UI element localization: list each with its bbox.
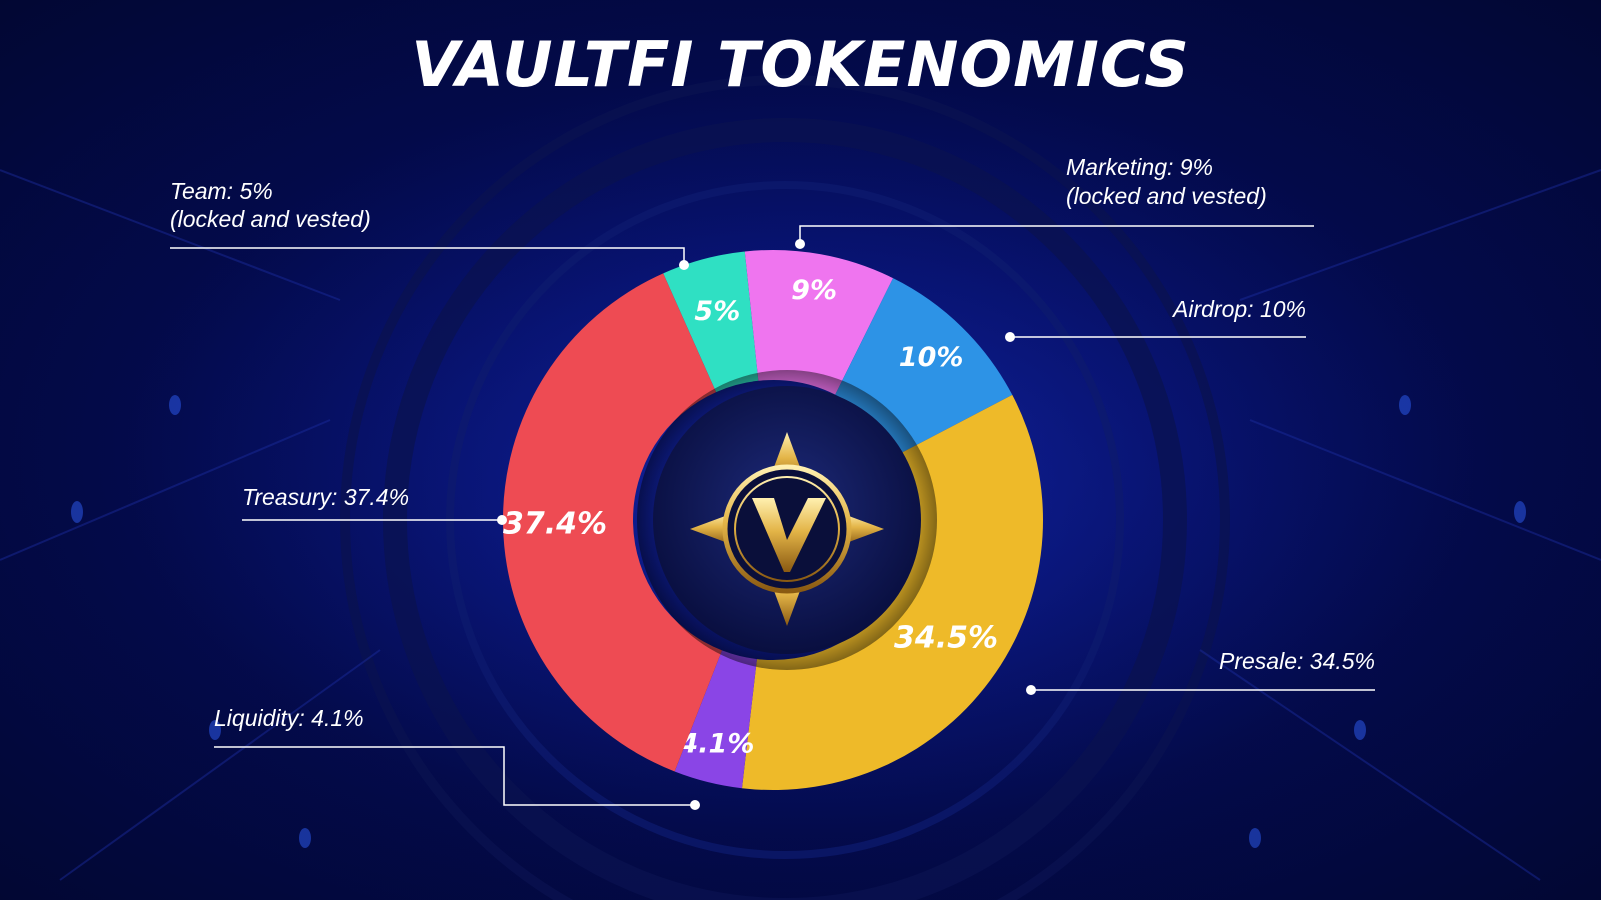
vaultfi-v-compass-icon xyxy=(690,432,884,626)
data-label-treasury: 37.4% xyxy=(503,507,607,542)
leader-dot-airdrop xyxy=(1005,332,1015,342)
callout-labels: Team: 5%(locked and vested)Marketing: 9%… xyxy=(170,154,1375,810)
donut-slices: 5% 9% 10% 34.5% 4.1% 37.4% xyxy=(502,250,1043,790)
slice-team xyxy=(663,251,759,393)
leader-line-liquidity xyxy=(214,746,695,806)
leader-dot-presale xyxy=(1026,685,1036,695)
callout-label-liquidity: Liquidity: 4.1% xyxy=(214,705,364,731)
leader-dot-liquidity xyxy=(690,800,700,810)
slice-marketing xyxy=(744,250,894,395)
leader-dot-team xyxy=(679,260,689,270)
data-label-airdrop: 10% xyxy=(899,342,964,373)
callout-label-marketing-note: (locked and vested) xyxy=(1066,183,1267,209)
leader-line-team xyxy=(170,247,685,265)
slice-liquidity xyxy=(674,650,757,789)
leader-line-marketing xyxy=(799,225,1314,244)
callout-label-treasury: Treasury: 37.4% xyxy=(242,484,409,510)
data-label-team: 5% xyxy=(694,296,740,327)
chart-title: VAULTFI TOKENOMICS xyxy=(411,28,1190,101)
slice-treasury xyxy=(502,273,723,772)
data-label-presale: 34.5% xyxy=(894,620,998,655)
callout-label-presale: Presale: 34.5% xyxy=(1219,648,1375,674)
slice-presale xyxy=(741,394,1043,790)
callout-label-marketing: Marketing: 9% xyxy=(1066,154,1213,180)
data-label-marketing: 9% xyxy=(791,275,837,306)
callout-label-airdrop: Airdrop: 10% xyxy=(1171,296,1306,322)
callout-label-team-note: (locked and vested) xyxy=(170,206,371,232)
leader-dot-treasury xyxy=(497,515,507,525)
callout-label-team: Team: 5% xyxy=(170,178,273,204)
leader-dot-marketing xyxy=(795,239,805,249)
data-label-liquidity: 4.1% xyxy=(679,729,755,760)
